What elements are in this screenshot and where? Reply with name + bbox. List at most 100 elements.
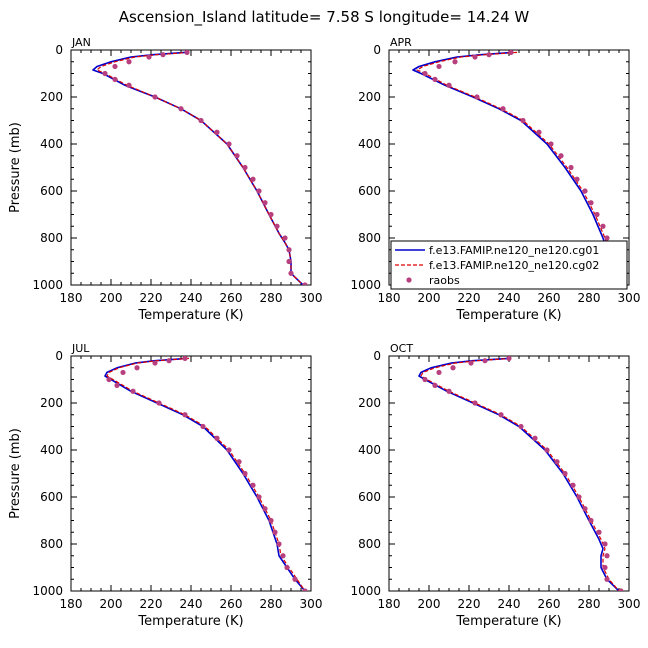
raobs-point: [302, 588, 308, 591]
plot-frame: [388, 355, 630, 592]
raobs-point: [474, 94, 480, 100]
raobs-point: [250, 176, 256, 182]
legend-box: [390, 240, 628, 290]
y-tick-label: 800: [40, 231, 63, 245]
y-tick-label: 1000: [350, 278, 381, 292]
raobs-point: [160, 52, 166, 58]
x-tick-label: 260: [538, 597, 561, 611]
raobs-point: [554, 459, 560, 465]
figure-title: Ascension_Island latitude= 7.58 S longit…: [119, 8, 530, 27]
raobs-point: [242, 164, 248, 171]
raobs-point: [276, 541, 282, 547]
raobs-point: [112, 76, 118, 82]
x-tick-label: 220: [458, 291, 481, 305]
legend-label: f.e13.FAMIP.ne120_ne120.cg02: [429, 259, 599, 272]
legend: f.e13.FAMIP.ne120_ne120.cg01 f.e13.FAMIP.…: [390, 240, 628, 290]
y-tick-label: 600: [358, 490, 381, 504]
x-tick-label: 200: [418, 597, 441, 611]
raobs-point: [226, 141, 232, 147]
raobs-point: [178, 106, 184, 112]
raobs-point: [184, 50, 190, 55]
raobs-point: [284, 564, 290, 571]
y-tick-label: 800: [40, 537, 63, 551]
raobs-point: [604, 235, 610, 241]
raobs-point: [600, 223, 606, 229]
x-tick-label: 260: [220, 291, 243, 305]
x-tick-label: 240: [498, 291, 521, 305]
month-label: JUL: [71, 342, 90, 355]
raobs-point: [126, 82, 132, 88]
raobs-point: [166, 358, 172, 364]
raobs-point: [594, 211, 600, 218]
raobs-point: [602, 564, 608, 571]
panels-group: 180 200 220 240 260 280 300 0 200 400 600 800 1000 Te…: [8, 36, 640, 629]
x-tick-label: 200: [100, 597, 123, 611]
raobs-point: [268, 211, 274, 218]
raobs-point: [272, 529, 278, 535]
raobs-point: [570, 482, 576, 488]
x-tick-label: 200: [418, 291, 441, 305]
raobs-point: [234, 153, 240, 159]
raobs-point: [256, 494, 262, 500]
raobs-point: [286, 258, 292, 265]
x-axis-label: Temperature (K): [137, 614, 243, 629]
raobs-point: [146, 54, 152, 60]
raobs-point: [280, 553, 286, 559]
panel-jul: 180 200 220 240 260 280 300 0 200 400 600 800 1000 Te…: [8, 342, 322, 629]
y-tick-label: 0: [373, 43, 381, 57]
month-label: JAN: [71, 36, 91, 49]
raobs-point: [114, 382, 120, 388]
raobs-point: [508, 50, 514, 55]
x-tick-label: 240: [180, 291, 203, 305]
raobs-point: [274, 223, 280, 229]
y-tick-label: 400: [40, 137, 63, 151]
raobs-point: [282, 235, 288, 241]
raobs-point: [422, 70, 428, 77]
raobs-point: [486, 52, 492, 58]
raobs-point: [536, 129, 542, 135]
raobs-point: [558, 153, 564, 159]
raobs-point: [518, 423, 524, 430]
raobs-point: [588, 200, 594, 206]
raobs-point: [422, 376, 428, 383]
raobs-point: [432, 76, 438, 82]
raobs-point: [472, 54, 478, 60]
raobs-point: [200, 423, 206, 430]
x-axis-label: Temperature (K): [455, 614, 561, 629]
y-tick-label: 800: [358, 537, 381, 551]
panel-apr: 180 200 220 240 260 280 300 0 200 400 600 800 1000 Te…: [350, 36, 640, 323]
x-tick-label: 280: [578, 291, 601, 305]
y-tick-label: 0: [373, 349, 381, 363]
raobs-point: [112, 63, 118, 70]
raobs-point: [604, 553, 610, 559]
raobs-point: [134, 365, 140, 371]
y-tick-label: 1000: [350, 584, 381, 598]
raobs-point: [482, 358, 488, 364]
legend-marker-raobs: [406, 277, 412, 283]
raobs-point: [602, 541, 608, 547]
raobs-point: [236, 459, 242, 465]
raobs-point: [520, 117, 526, 124]
y-tick-label: 200: [358, 396, 381, 410]
raobs-point: [120, 369, 126, 376]
x-tick-label: 300: [618, 291, 641, 305]
raobs-point: [182, 356, 188, 361]
legend-label: f.e13.FAMIP.ne120_ne120.cg01: [429, 244, 599, 257]
raobs-point: [250, 482, 256, 488]
y-tick-label: 1000: [32, 278, 63, 292]
raobs-point: [126, 59, 132, 65]
data-layer: [104, 356, 308, 591]
raobs-point: [156, 400, 162, 406]
plot-frame: [70, 355, 312, 592]
raobs-point: [618, 588, 624, 591]
raobs-point: [242, 470, 248, 477]
raobs-point: [152, 360, 158, 366]
x-tick-label: 260: [538, 291, 561, 305]
y-tick-label: 0: [55, 43, 63, 57]
y-axis-label: Pressure (mb): [8, 428, 23, 519]
raobs-point: [544, 447, 550, 453]
raobs-point: [432, 382, 438, 388]
y-tick-label: 200: [358, 90, 381, 104]
x-tick-label: 300: [300, 597, 323, 611]
x-tick-label: 260: [220, 597, 243, 611]
